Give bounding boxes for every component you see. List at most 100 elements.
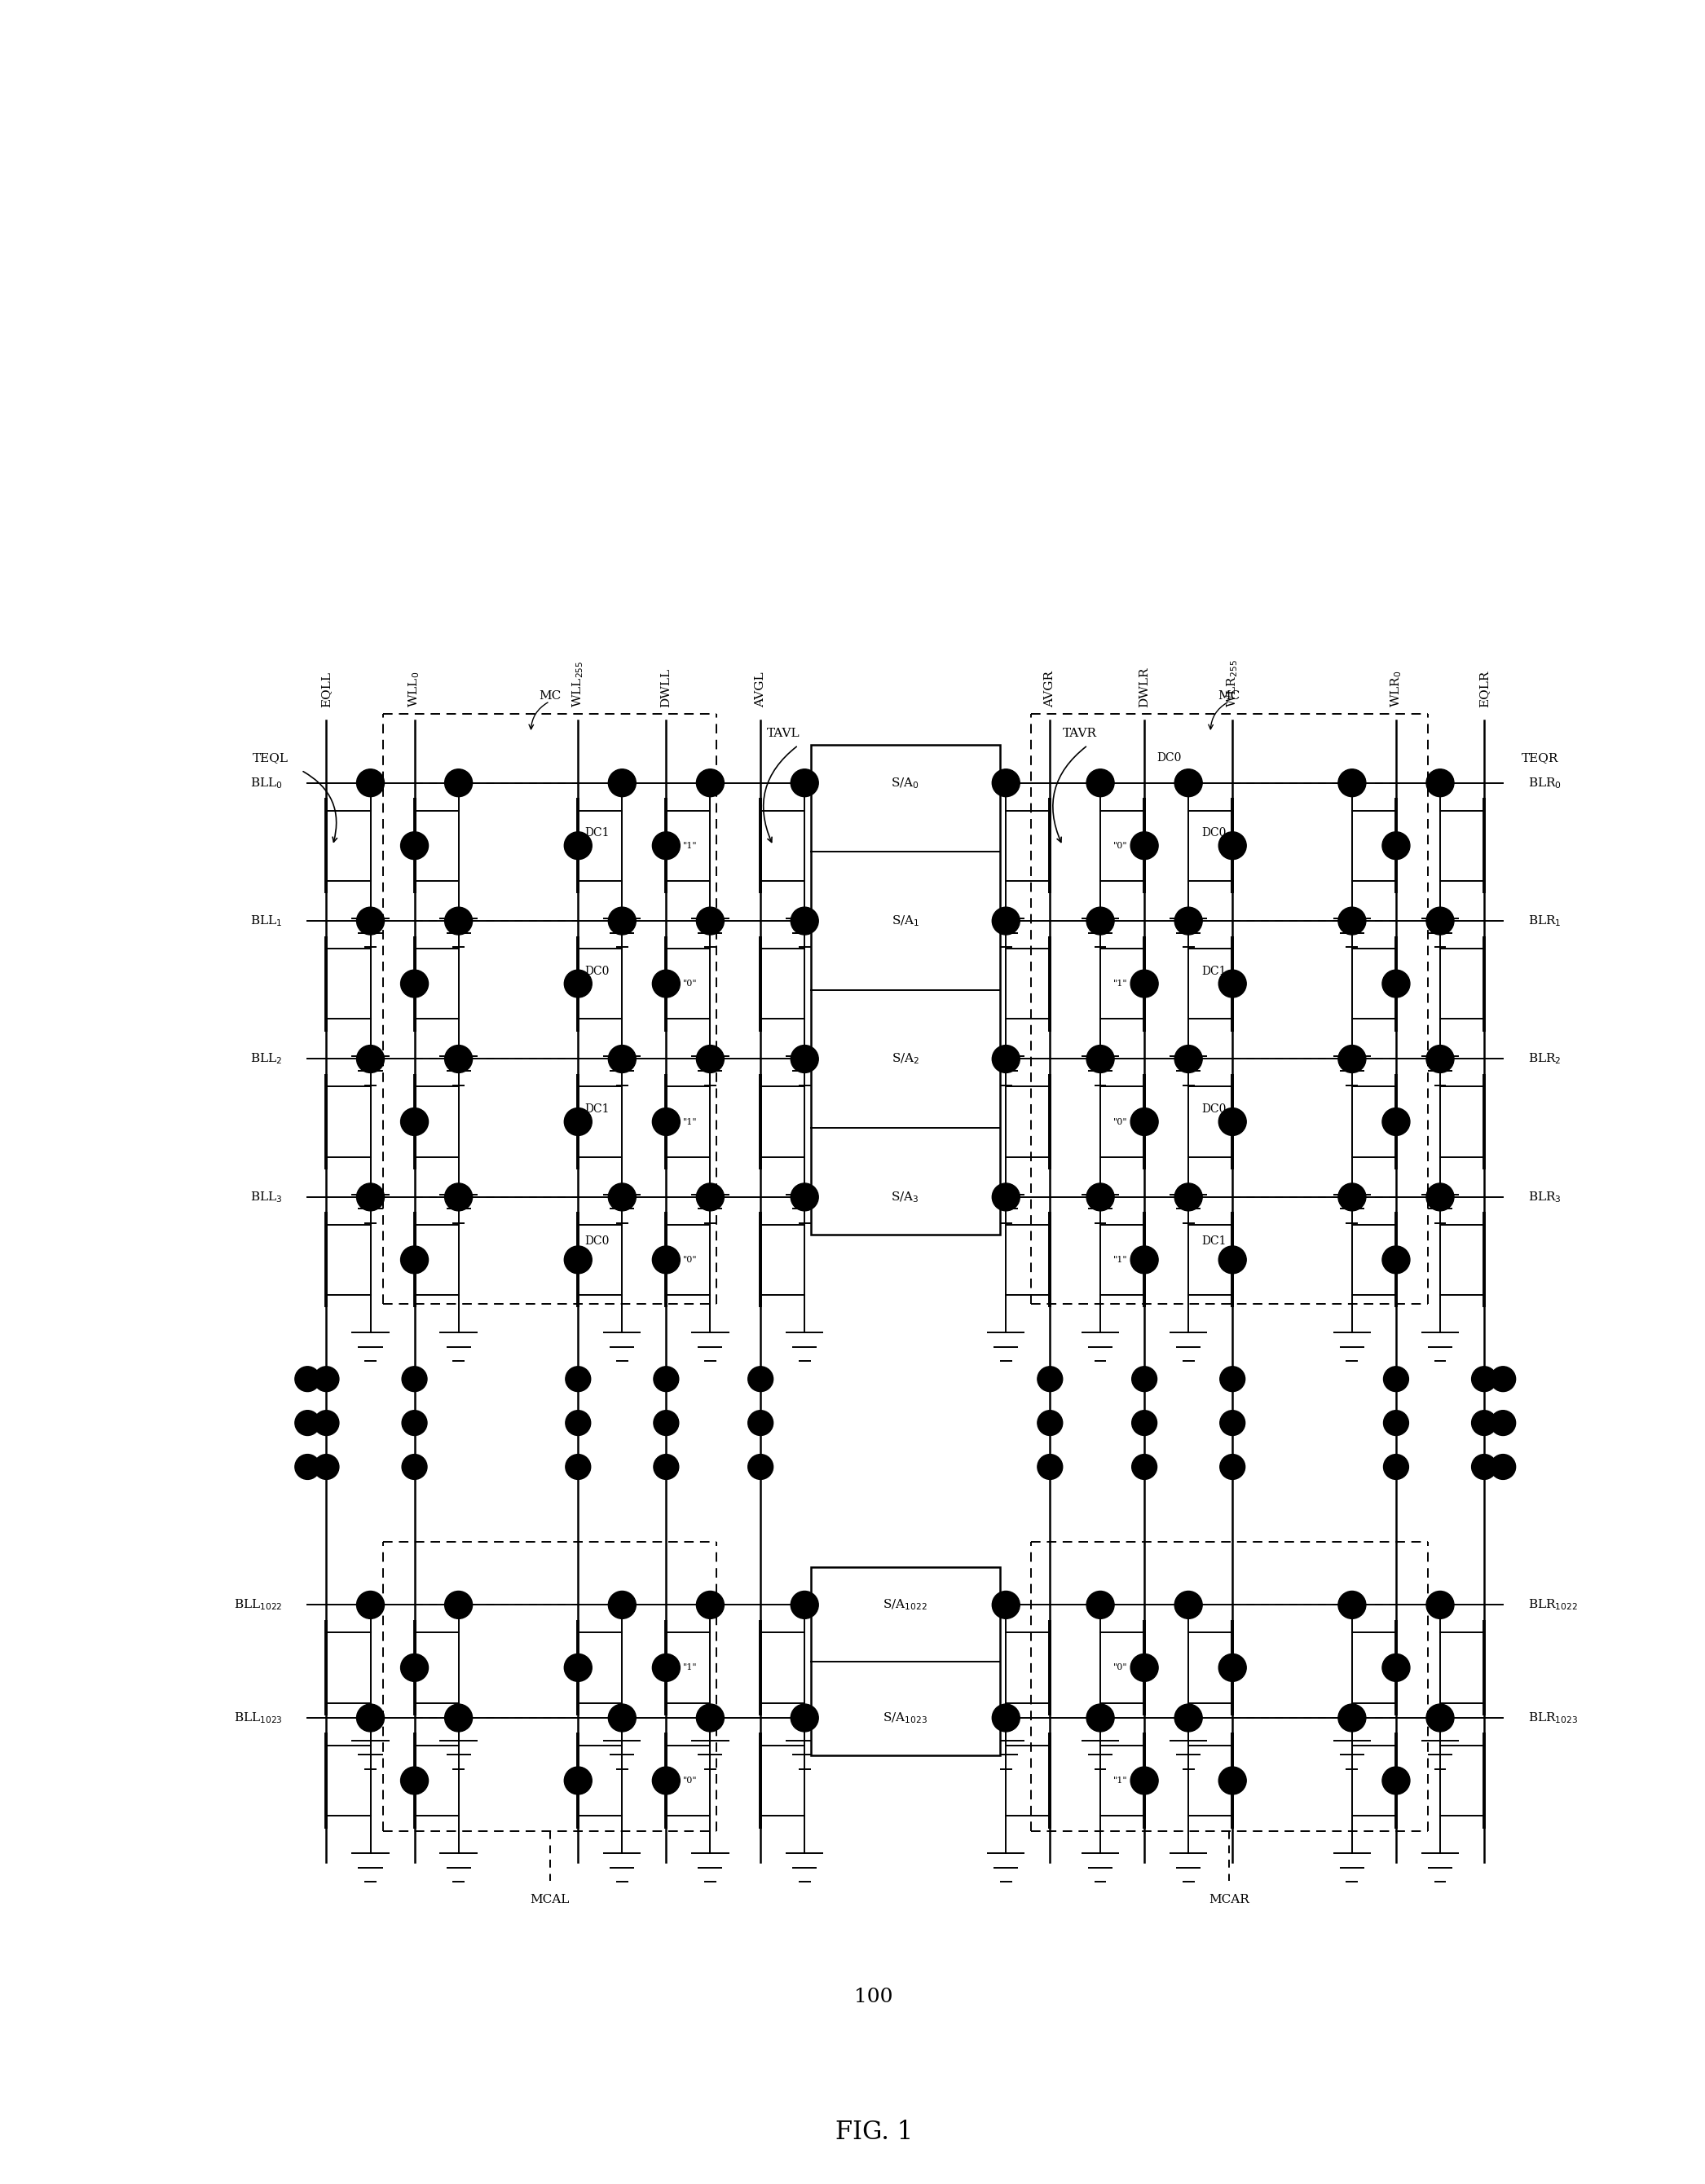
- Circle shape: [356, 906, 384, 935]
- Text: BLR$_{1023}$: BLR$_{1023}$: [1528, 1710, 1579, 1725]
- Text: "1": "1": [684, 1664, 697, 1671]
- Circle shape: [609, 1704, 636, 1732]
- Circle shape: [1219, 1411, 1245, 1435]
- Text: S/A$_2$: S/A$_2$: [892, 1053, 919, 1066]
- Circle shape: [1219, 1367, 1245, 1391]
- Circle shape: [1338, 1046, 1366, 1072]
- Circle shape: [1086, 1704, 1113, 1732]
- Circle shape: [791, 906, 818, 935]
- Circle shape: [401, 1107, 428, 1136]
- Circle shape: [1175, 906, 1202, 935]
- Circle shape: [1037, 1455, 1062, 1479]
- Circle shape: [1338, 769, 1366, 797]
- Text: EQLL: EQLL: [321, 673, 332, 708]
- Circle shape: [1037, 1367, 1062, 1391]
- Circle shape: [696, 1592, 725, 1618]
- Circle shape: [401, 1767, 428, 1795]
- Text: MC: MC: [539, 690, 561, 701]
- Circle shape: [445, 1184, 472, 1210]
- Text: S/A$_0$: S/A$_0$: [892, 775, 919, 791]
- Circle shape: [791, 1046, 818, 1072]
- Text: FIG. 1: FIG. 1: [835, 2118, 912, 2145]
- Circle shape: [1130, 1247, 1158, 1273]
- Circle shape: [791, 1592, 818, 1618]
- Circle shape: [992, 906, 1020, 935]
- Circle shape: [992, 769, 1020, 797]
- Circle shape: [992, 1184, 1020, 1210]
- Circle shape: [401, 832, 428, 860]
- Circle shape: [566, 1367, 590, 1391]
- Circle shape: [1130, 832, 1158, 860]
- Text: BLL$_3$: BLL$_3$: [251, 1190, 283, 1203]
- Circle shape: [314, 1367, 339, 1391]
- Circle shape: [1471, 1367, 1497, 1391]
- Circle shape: [696, 906, 725, 935]
- Text: "0": "0": [684, 1776, 697, 1784]
- Text: TEQL: TEQL: [252, 753, 288, 764]
- Text: DC0: DC0: [585, 965, 609, 976]
- Circle shape: [564, 1653, 592, 1682]
- Circle shape: [1219, 1653, 1246, 1682]
- Circle shape: [356, 769, 384, 797]
- Text: WLL$_0$: WLL$_0$: [407, 670, 421, 708]
- Circle shape: [1175, 1046, 1202, 1072]
- Circle shape: [1130, 1653, 1158, 1682]
- Circle shape: [295, 1367, 321, 1391]
- Circle shape: [653, 1247, 680, 1273]
- Text: WLL$_{255}$: WLL$_{255}$: [571, 662, 585, 708]
- Bar: [812, 745, 999, 1234]
- Circle shape: [1383, 1411, 1408, 1435]
- Text: EQLR: EQLR: [1478, 670, 1490, 708]
- Text: BLL$_2$: BLL$_2$: [251, 1053, 283, 1066]
- Circle shape: [1383, 970, 1410, 998]
- Circle shape: [1132, 1367, 1158, 1391]
- Circle shape: [356, 1046, 384, 1072]
- Circle shape: [1175, 1704, 1202, 1732]
- Circle shape: [1383, 1653, 1410, 1682]
- Circle shape: [564, 832, 592, 860]
- Text: DC1: DC1: [1202, 965, 1226, 976]
- Text: BLR$_2$: BLR$_2$: [1528, 1053, 1562, 1066]
- Circle shape: [992, 1046, 1020, 1072]
- Circle shape: [401, 1653, 428, 1682]
- Text: S/A$_3$: S/A$_3$: [892, 1190, 919, 1203]
- Circle shape: [356, 1184, 384, 1210]
- Circle shape: [1427, 1704, 1454, 1732]
- Circle shape: [1383, 1247, 1410, 1273]
- Text: WLR$_{255}$: WLR$_{255}$: [1226, 660, 1240, 708]
- Circle shape: [1490, 1411, 1516, 1435]
- Circle shape: [566, 1411, 590, 1435]
- Text: BLL$_{1022}$: BLL$_{1022}$: [234, 1599, 283, 1612]
- Text: "1": "1": [1113, 981, 1127, 987]
- Text: TEQR: TEQR: [1523, 753, 1558, 764]
- Text: S/A$_{1022}$: S/A$_{1022}$: [883, 1599, 928, 1612]
- Circle shape: [653, 1367, 679, 1391]
- Circle shape: [1427, 906, 1454, 935]
- Circle shape: [653, 970, 680, 998]
- Text: DC0: DC0: [1202, 1103, 1226, 1114]
- Text: DC0: DC0: [585, 1236, 609, 1247]
- Circle shape: [1427, 1046, 1454, 1072]
- Circle shape: [791, 1184, 818, 1210]
- Circle shape: [748, 1411, 772, 1435]
- Text: "1": "1": [684, 841, 697, 850]
- Circle shape: [1219, 1107, 1246, 1136]
- Circle shape: [992, 1592, 1020, 1618]
- Circle shape: [402, 1455, 426, 1479]
- Circle shape: [1383, 1107, 1410, 1136]
- Circle shape: [609, 906, 636, 935]
- Circle shape: [1037, 1411, 1062, 1435]
- Circle shape: [401, 1247, 428, 1273]
- Circle shape: [653, 1107, 680, 1136]
- Text: BLL$_1$: BLL$_1$: [251, 913, 283, 928]
- Circle shape: [401, 970, 428, 998]
- Circle shape: [445, 1704, 472, 1732]
- Circle shape: [696, 1704, 725, 1732]
- Circle shape: [1219, 1767, 1246, 1795]
- Text: AVGR: AVGR: [1043, 670, 1055, 708]
- Text: DC0: DC0: [1158, 751, 1182, 764]
- Text: MCAR: MCAR: [1209, 1894, 1250, 1904]
- Circle shape: [1219, 832, 1246, 860]
- Circle shape: [1338, 906, 1366, 935]
- Circle shape: [356, 1704, 384, 1732]
